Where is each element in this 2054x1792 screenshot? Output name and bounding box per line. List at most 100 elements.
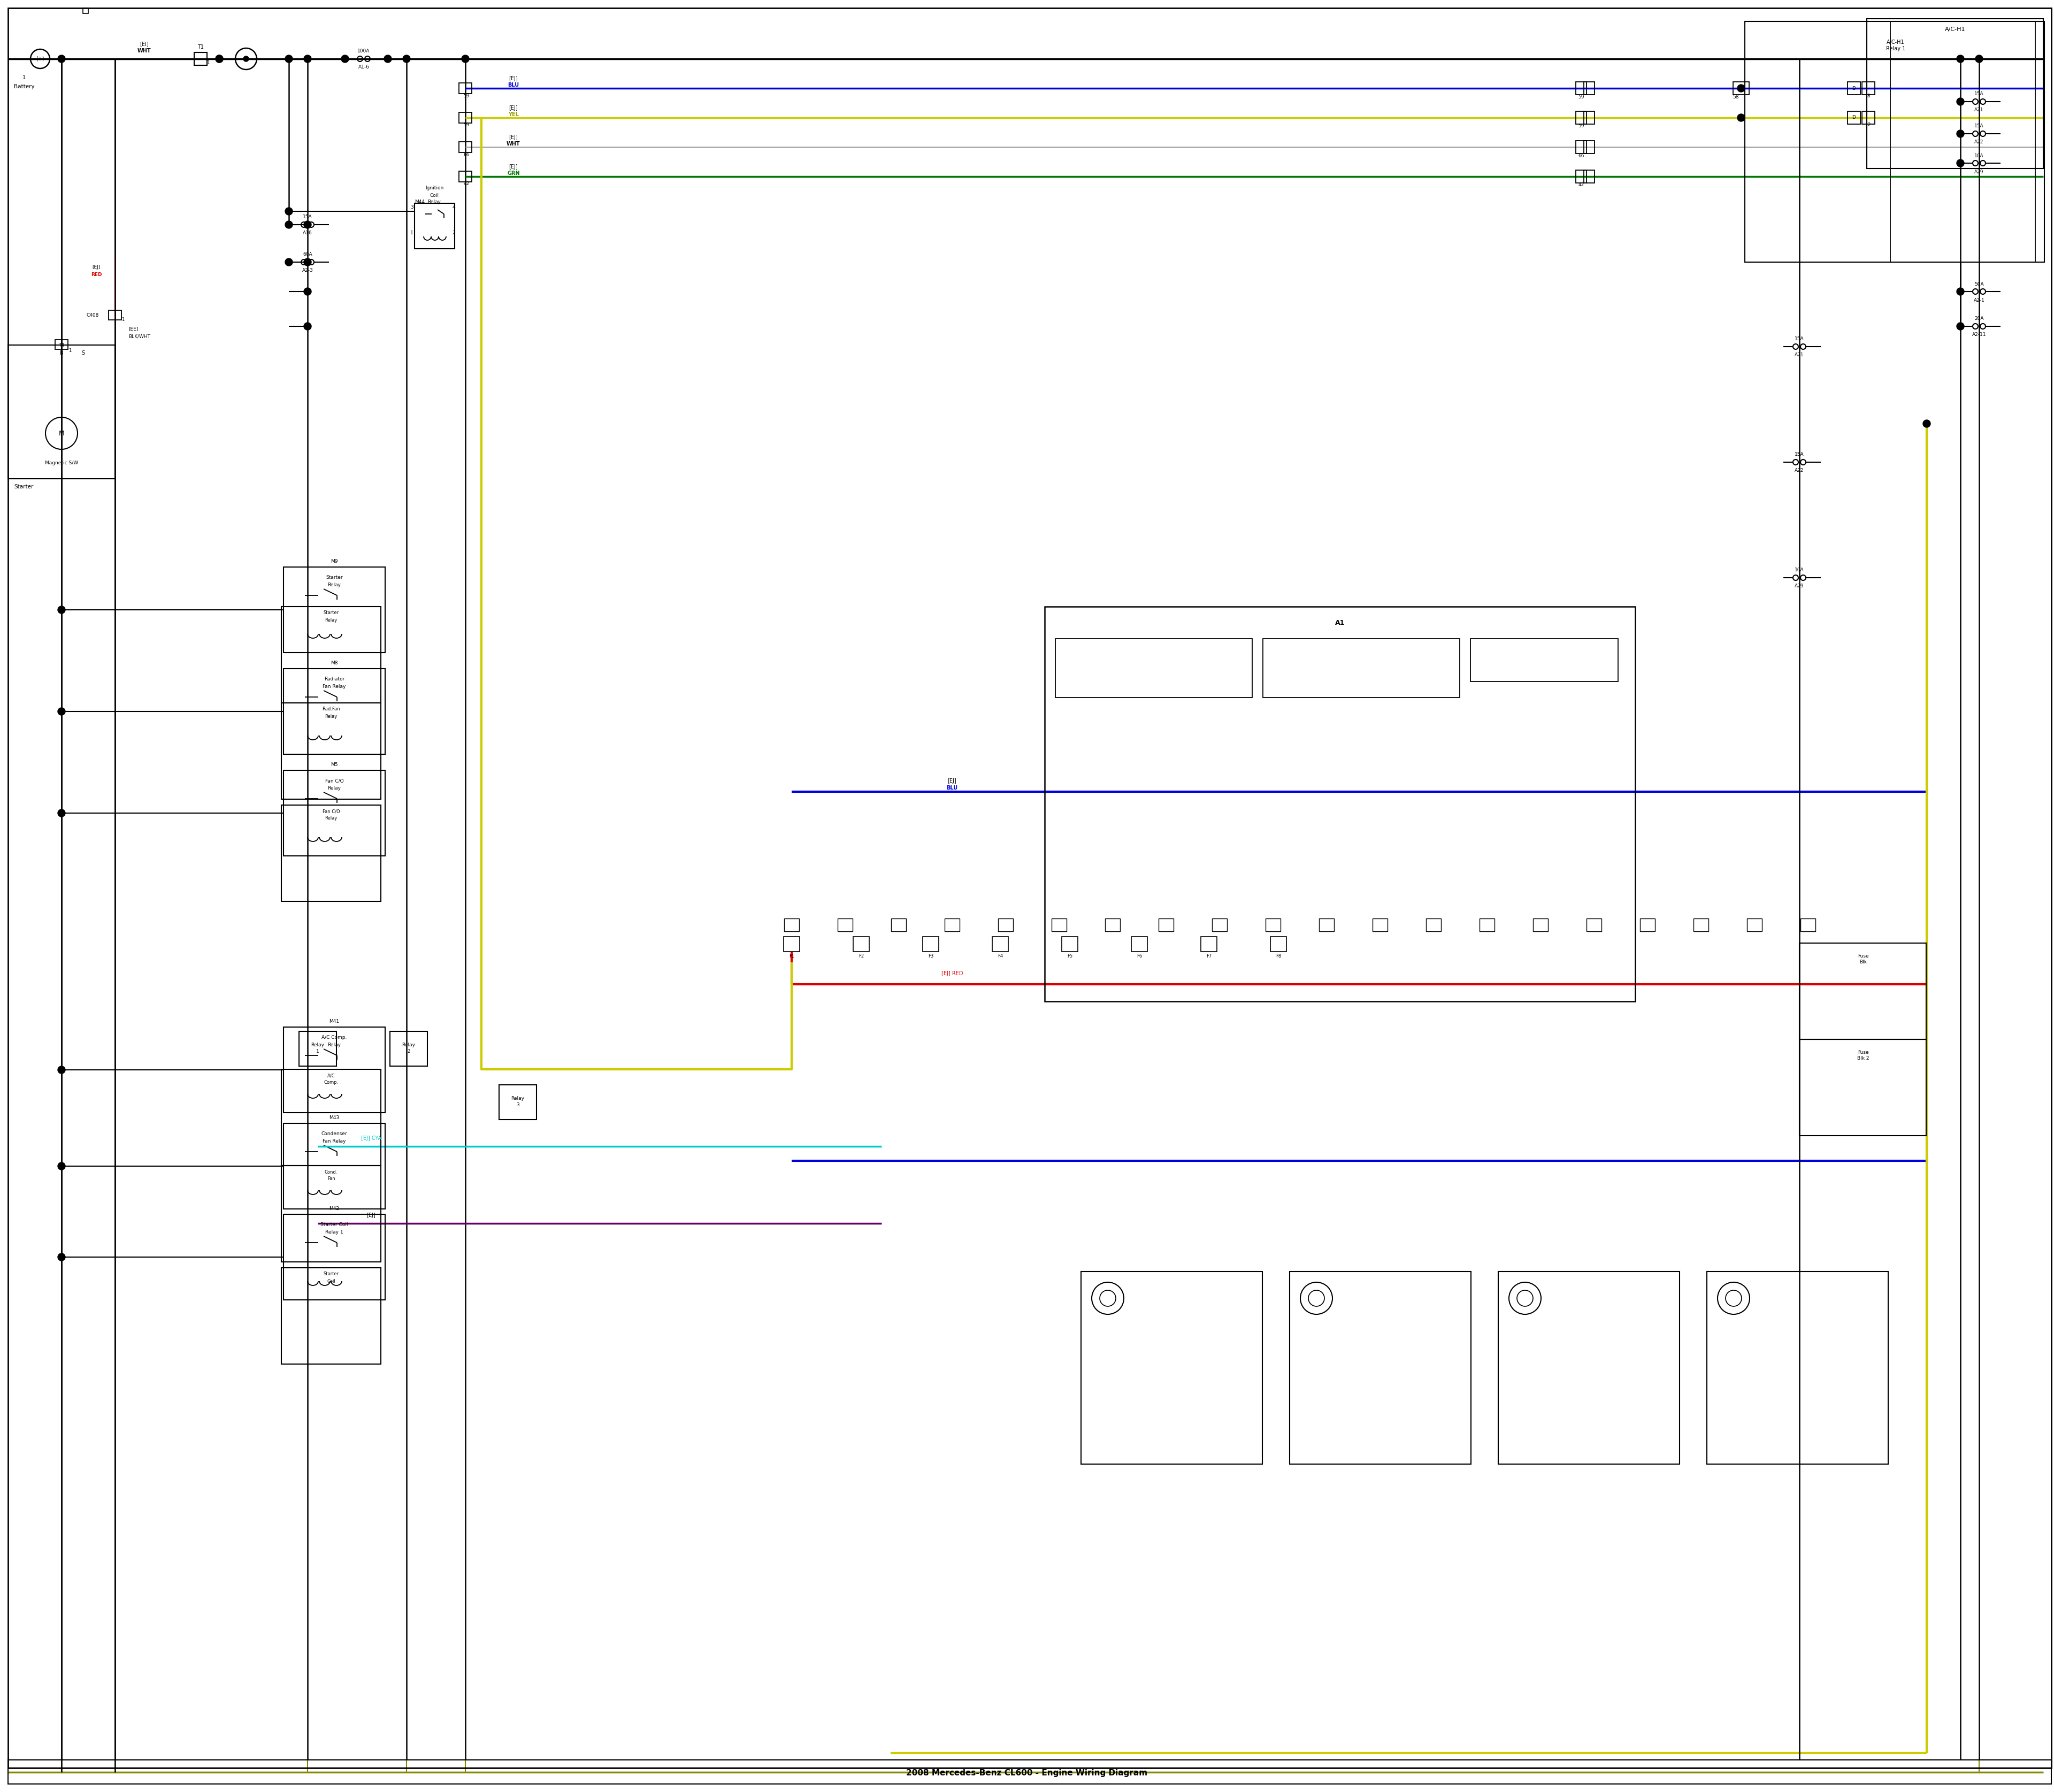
Text: RED: RED xyxy=(90,272,103,278)
Circle shape xyxy=(1923,419,1931,428)
Bar xyxy=(852,937,869,952)
Bar xyxy=(1863,111,1875,124)
Text: M9: M9 xyxy=(331,559,339,564)
Text: 1: 1 xyxy=(207,61,210,66)
Text: F4: F4 xyxy=(998,953,1002,959)
Bar xyxy=(1847,111,1861,124)
Bar xyxy=(8,1760,2052,1785)
Circle shape xyxy=(384,56,392,63)
Bar xyxy=(1584,142,1594,154)
Text: [EJ]: [EJ] xyxy=(947,778,957,783)
Text: [EJ]: [EJ] xyxy=(92,265,101,271)
Text: A/C Comp.: A/C Comp. xyxy=(322,1036,347,1039)
Bar xyxy=(1867,18,2044,168)
Bar xyxy=(281,1165,380,1262)
Circle shape xyxy=(1957,289,1964,296)
Bar xyxy=(1425,919,1442,932)
Bar xyxy=(1586,919,1602,932)
Text: A21: A21 xyxy=(1974,108,1984,113)
Text: WHT: WHT xyxy=(138,48,152,54)
Circle shape xyxy=(216,56,224,63)
Text: 59: 59 xyxy=(464,93,470,99)
Circle shape xyxy=(304,258,312,265)
Circle shape xyxy=(58,56,66,63)
Text: Fan Relay: Fan Relay xyxy=(322,685,345,690)
Text: 60A: 60A xyxy=(302,253,312,256)
Bar xyxy=(1045,607,1635,1002)
Circle shape xyxy=(286,258,292,265)
Bar xyxy=(458,82,472,93)
Text: Coil: Coil xyxy=(327,1279,335,1283)
Text: M5: M5 xyxy=(331,763,339,767)
Bar xyxy=(458,113,472,124)
Text: Coil: Coil xyxy=(429,194,440,197)
Circle shape xyxy=(341,56,349,63)
Bar xyxy=(1263,638,1460,697)
Text: Relay: Relay xyxy=(427,199,442,204)
Circle shape xyxy=(403,56,411,63)
Bar xyxy=(838,919,852,932)
Text: (+): (+) xyxy=(35,56,45,61)
Text: A21: A21 xyxy=(1795,353,1803,358)
Bar xyxy=(458,172,472,181)
Text: Battery: Battery xyxy=(14,84,35,90)
Text: 1: 1 xyxy=(121,317,125,323)
Text: 8: 8 xyxy=(1867,93,1869,99)
Bar xyxy=(281,702,380,799)
Text: 20A: 20A xyxy=(1974,317,1984,321)
Text: Relay: Relay xyxy=(511,1095,524,1100)
Text: F8: F8 xyxy=(1276,953,1282,959)
Text: WHT: WHT xyxy=(507,142,520,147)
Bar xyxy=(499,1084,536,1120)
Text: 2: 2 xyxy=(407,1048,411,1054)
Text: GRN: GRN xyxy=(507,170,520,176)
Text: Relay: Relay xyxy=(329,582,341,588)
Bar xyxy=(390,1032,427,1066)
Text: Ignition: Ignition xyxy=(425,186,444,190)
Text: BLU: BLU xyxy=(507,82,520,88)
Text: 3: 3 xyxy=(411,204,413,210)
Text: F7: F7 xyxy=(1206,953,1212,959)
Text: A/C: A/C xyxy=(327,1073,335,1079)
Bar xyxy=(1062,937,1078,952)
Text: 15A: 15A xyxy=(302,215,312,220)
Bar xyxy=(1532,919,1549,932)
Bar xyxy=(1479,919,1495,932)
Bar xyxy=(415,202,454,249)
Bar xyxy=(1863,82,1875,95)
Text: 10A: 10A xyxy=(1795,568,1803,573)
Bar xyxy=(1158,919,1173,932)
Text: T4: T4 xyxy=(60,342,64,348)
Text: 3: 3 xyxy=(516,1102,520,1107)
Bar xyxy=(945,919,959,932)
Bar xyxy=(281,805,380,901)
Text: [EJ]: [EJ] xyxy=(368,1213,376,1219)
Text: Fan C/O: Fan C/O xyxy=(322,808,339,814)
Text: 1: 1 xyxy=(411,231,413,235)
Bar xyxy=(82,7,88,13)
Text: Condenser: Condenser xyxy=(320,1131,347,1136)
Text: [EJ]: [EJ] xyxy=(509,106,518,111)
Text: 59: 59 xyxy=(1577,124,1584,129)
Bar xyxy=(1707,1272,1888,1464)
Bar xyxy=(195,52,207,65)
Text: M: M xyxy=(60,430,64,437)
Bar xyxy=(1372,919,1389,932)
Bar xyxy=(1497,1272,1680,1464)
Bar xyxy=(1471,638,1619,681)
Bar xyxy=(1584,170,1594,183)
Bar xyxy=(1080,1272,1263,1464)
Bar xyxy=(1584,111,1594,124)
Bar xyxy=(1744,22,2044,262)
Text: [EJ]: [EJ] xyxy=(509,75,518,81)
Circle shape xyxy=(304,56,312,63)
Bar xyxy=(281,607,380,702)
Text: Starter: Starter xyxy=(322,611,339,615)
Bar xyxy=(109,310,121,321)
Text: A1-6: A1-6 xyxy=(357,65,370,70)
Text: F3: F3 xyxy=(928,953,933,959)
Text: 42: 42 xyxy=(464,181,470,186)
Text: A/C-H1
Relay 1: A/C-H1 Relay 1 xyxy=(1886,39,1906,52)
Circle shape xyxy=(58,1253,66,1262)
Circle shape xyxy=(58,606,66,613)
